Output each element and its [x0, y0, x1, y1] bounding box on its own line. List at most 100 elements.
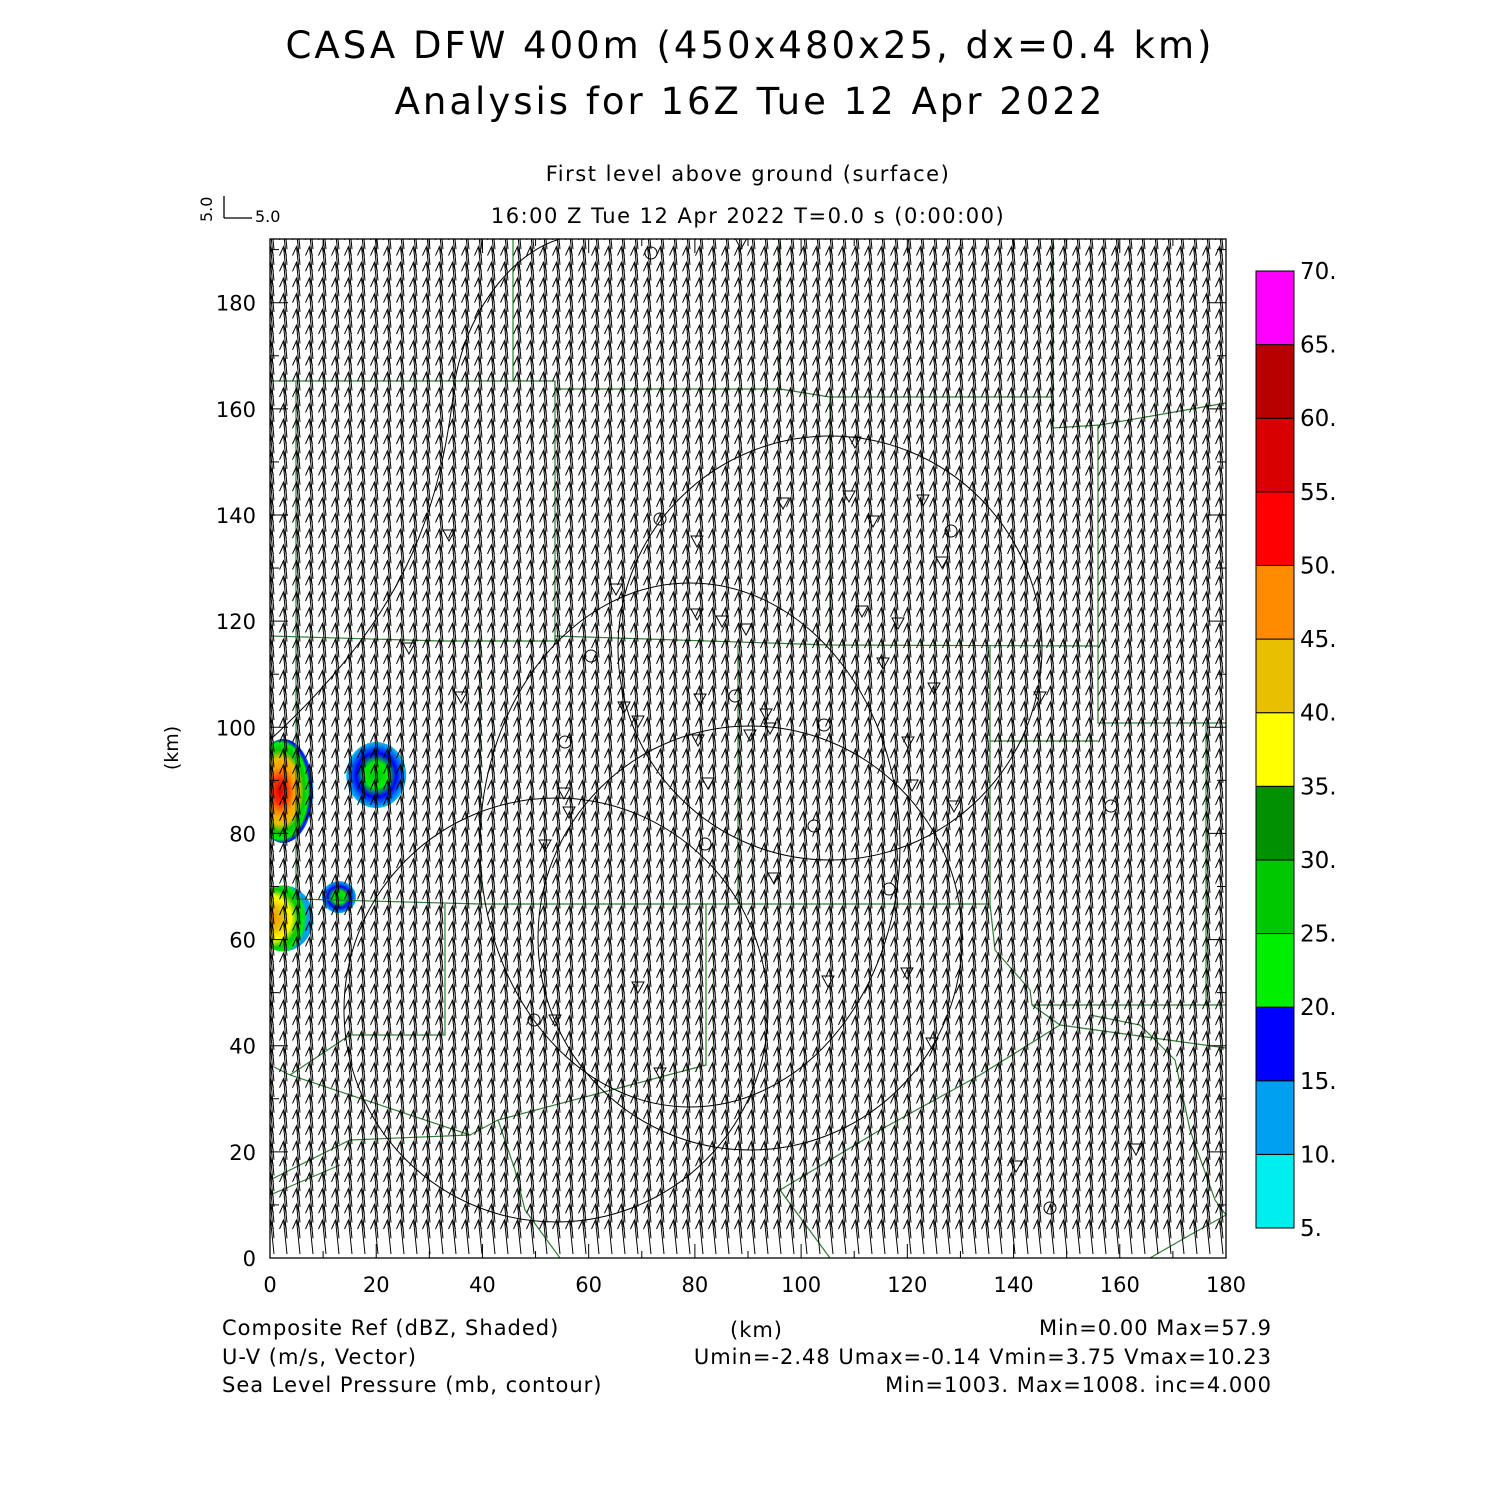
wind-vector: [1130, 239, 1133, 250]
vector-key: 5.0 5.0: [197, 196, 280, 226]
wind-vector: [389, 239, 392, 250]
wind-vector: [558, 239, 561, 250]
wind-vector: [1176, 239, 1185, 265]
station-triangle: [916, 494, 930, 508]
wind-vector: [519, 239, 522, 250]
wind-vector: [740, 239, 743, 250]
station-markers: [402, 239, 1143, 1215]
station-triangle: [927, 682, 941, 696]
station-triangle: [739, 623, 753, 637]
wind-vector: [818, 239, 821, 250]
wind-vector: [565, 239, 574, 265]
wind-vector: [825, 239, 834, 265]
wind-vector: [773, 239, 782, 265]
wind-vector: [851, 239, 860, 265]
wind-vector: [935, 239, 938, 250]
wind-vector: [844, 239, 847, 250]
station-circle: [527, 1013, 541, 1027]
wind-vector: [961, 239, 964, 250]
wind-vector: [903, 239, 912, 265]
station-circle: [698, 837, 712, 851]
x-axis-tick-labels: 0 20 40 60 80 100 120 140 160 180: [263, 1273, 1246, 1297]
wind-vector: [415, 239, 418, 250]
wind-vector: [383, 239, 392, 265]
wind-vector: [578, 239, 587, 265]
x-tick-label: 60: [575, 1273, 602, 1297]
wind-vector: [1059, 239, 1068, 265]
wind-vector: [396, 239, 405, 265]
station-circle: [653, 512, 667, 526]
wind-vector: [916, 239, 925, 265]
reflectivity-cell: [322, 881, 357, 914]
station-triangle: [848, 436, 862, 450]
wind-vector: [981, 239, 990, 265]
wind-vector: [448, 239, 457, 265]
station-triangle: [901, 736, 915, 750]
vector-key-u-label: 5.0: [255, 207, 280, 226]
wind-vector: [760, 239, 769, 265]
wind-vector: [1065, 239, 1068, 250]
wind-vector: [890, 239, 899, 265]
wind-vector: [480, 239, 483, 250]
wind-vector: [467, 239, 470, 250]
pressure-contours: [270, 239, 1043, 1223]
wind-vector: [422, 239, 431, 265]
wind-vector: [441, 239, 444, 250]
wind-vector: [1000, 239, 1003, 250]
county-boundary: [1097, 646, 1226, 724]
wind-vector: [1091, 239, 1094, 250]
station-triangle: [691, 734, 705, 748]
wind-vector: [630, 239, 639, 265]
wind-vector: [513, 239, 522, 265]
wind-vector: [688, 239, 691, 250]
wind-vector: [1117, 239, 1120, 250]
wind-vector: [285, 239, 288, 250]
x-tick-label: 40: [469, 1273, 496, 1297]
wind-vector: [721, 239, 730, 265]
wind-vector: [376, 239, 379, 250]
wind-vector: [1124, 239, 1133, 265]
station-triangle: [715, 615, 729, 629]
wind-vector: [298, 239, 301, 250]
wind-vector: [727, 239, 730, 250]
wind-vector: [604, 239, 613, 265]
wind-vector: [1156, 239, 1159, 250]
wind-vector: [1215, 239, 1224, 265]
station-triangle: [763, 722, 777, 736]
wind-vector: [708, 239, 717, 265]
wind-vector: [487, 239, 496, 265]
station-triangle: [743, 729, 757, 743]
wind-vector: [402, 239, 405, 250]
station-triangle: [759, 708, 773, 722]
county-boundary: [989, 903, 1226, 1049]
station-triangle: [947, 800, 961, 814]
wind-vector: [318, 239, 327, 265]
wind-vector: [838, 239, 847, 265]
station-circle: [882, 882, 896, 896]
wind-vector: [305, 239, 314, 265]
wind-vector: [1169, 239, 1172, 250]
wind-vector: [1163, 239, 1172, 265]
wind-vector: [649, 239, 652, 250]
station-triangle: [767, 872, 781, 886]
wind-vector: [1143, 239, 1146, 250]
wind-vector: [584, 239, 587, 250]
station-triangle: [1129, 1143, 1143, 1157]
wind-vector: [610, 239, 613, 250]
station-triangle: [776, 497, 790, 511]
station-triangle: [690, 608, 704, 622]
station-triangle: [617, 701, 631, 715]
wind-vector: [1104, 239, 1107, 250]
vector-key-v-label: 5.0: [197, 197, 216, 222]
wind-vector: [786, 239, 795, 265]
x-tick-label: 20: [363, 1273, 390, 1297]
wind-vector: [324, 239, 327, 250]
time-label: 16:00 Z Tue 12 Apr 2022 T=0.0 s (0:00:00…: [490, 204, 1006, 228]
plot-subtitle: Analysis for 16Z Tue 12 Apr 2022: [394, 80, 1106, 123]
station-circle: [807, 819, 821, 833]
station-triangle: [690, 535, 704, 549]
wind-vector: [363, 239, 366, 250]
station-circle: [558, 735, 572, 749]
wind-vector: [1020, 239, 1029, 265]
wind-vector: [909, 239, 912, 250]
